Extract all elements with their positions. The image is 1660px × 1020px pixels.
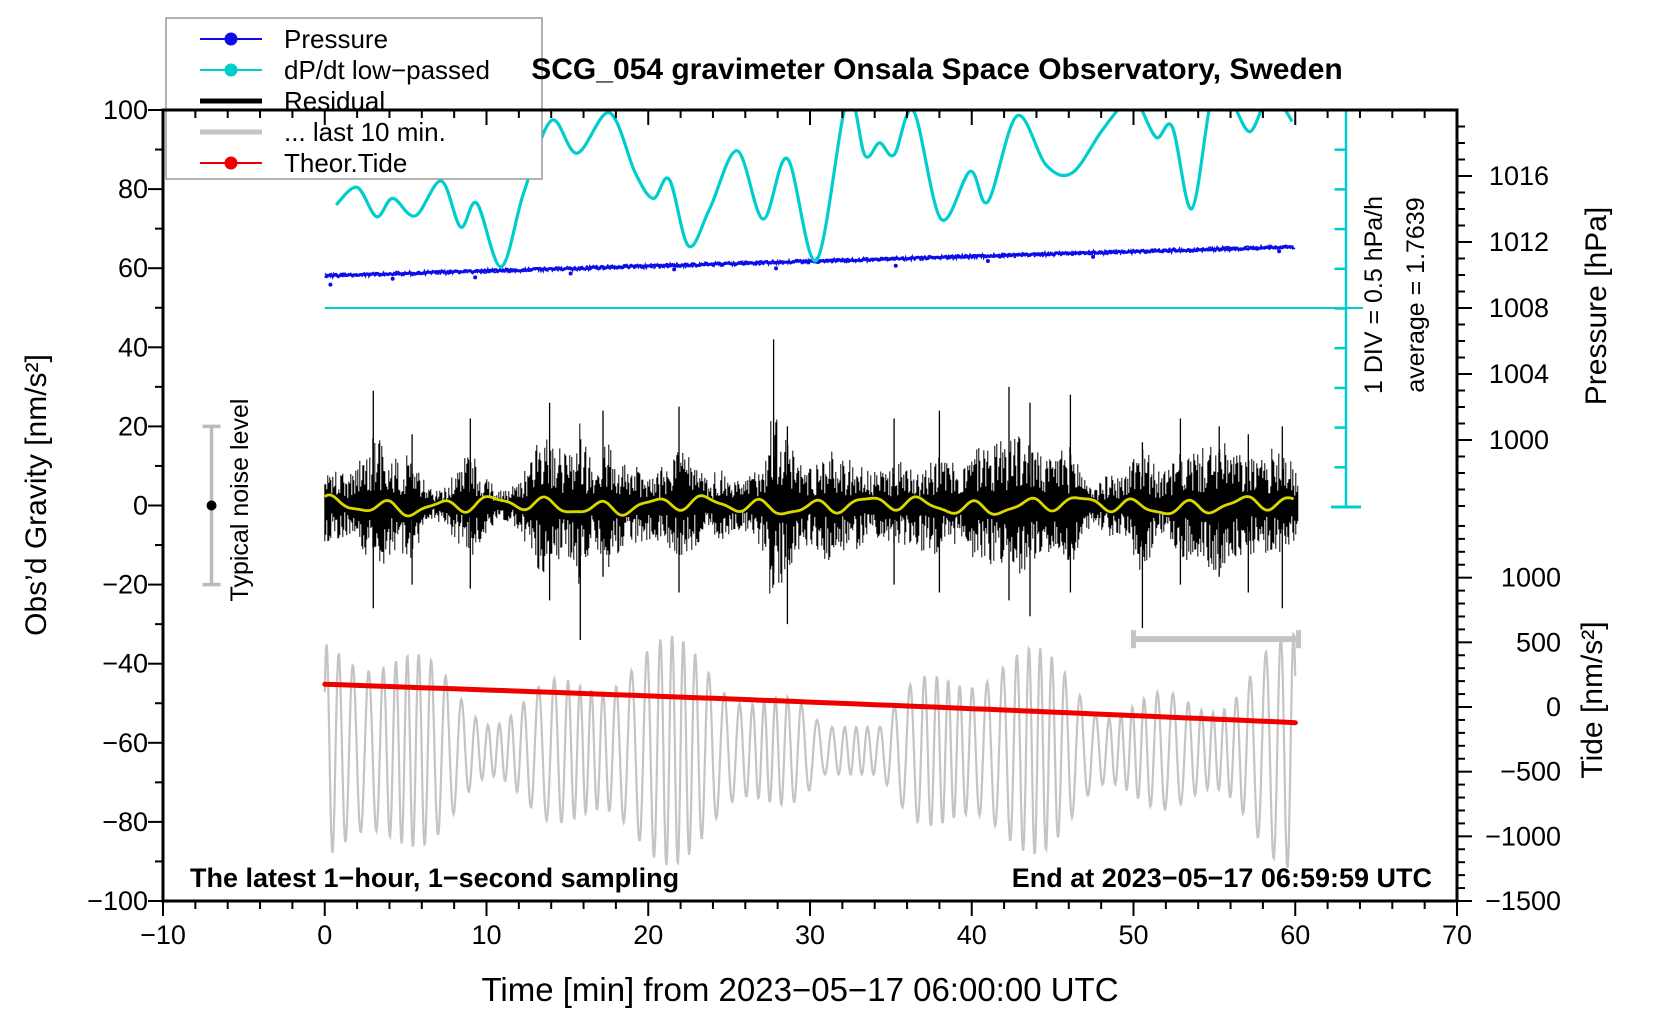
pressure-axis-title: Pressure [hPa] [1580,207,1613,405]
gravity-tick-label: 80 [118,174,148,204]
curves-layer [322,110,1299,869]
pressure-tick-label: 1000 [1489,425,1549,455]
plot-title: SCG_054 gravimeter Onsala Space Observat… [531,53,1343,86]
pressure-outlier-dot [568,271,573,276]
pressure-outlier-dot [774,266,779,271]
pressure-outlier-dot [1277,249,1282,254]
pressure-outlier-dot [672,267,677,272]
pressure-outlier-dot [390,276,395,281]
average-annotation: average = 1.7639 [1402,197,1430,392]
x-tick-label: 60 [1280,920,1310,950]
dpdt-curve [334,110,1294,269]
legend-label: ... last 10 min. [284,117,446,147]
gravity-tick-label: −100 [87,886,148,916]
tide-tick-label: 1000 [1501,563,1561,593]
pressure-outlier-dot [328,282,333,287]
tide-tick-label: −1000 [1485,821,1561,851]
gravity-axis-title: Obs’d Gravity [nm/s²] [20,354,53,636]
x-tick-label: 10 [471,920,501,950]
gravity-tick-label: −60 [102,728,148,758]
sampling-note: The latest 1−hour, 1−second sampling [190,863,679,893]
legend-dot-sample [224,156,238,170]
frame-and-ticks: −10 0 10 20 30 40 50 60 70−100−80−60−40−20020406… [87,95,1561,950]
pressure-tick-label: 1004 [1489,359,1549,389]
pressure-outlier-dot [473,275,478,280]
legend-label: dP/dt low−passed [284,55,490,85]
x-tick-label: −10 [140,920,186,950]
x-tick-label: 50 [1118,920,1148,950]
gravity-tick-label: 20 [118,411,148,441]
end-time-note: End at 2023−05−17 06:59:59 UTC [1012,863,1432,893]
typical-noise-label: Typical noise level [226,399,254,602]
legend-dot-sample [224,32,238,46]
pressure-curve [324,243,1296,281]
legend-dot-sample [224,63,238,77]
x-tick-label: 30 [795,920,825,950]
gravity-tick-label: 60 [118,253,148,283]
gravity-tick-label: −20 [102,570,148,600]
gravity-tick-label: 40 [118,332,148,362]
theor-tide-curve [322,681,1298,726]
x-tick-label: 40 [957,920,987,950]
tide-tick-label: 0 [1546,692,1561,722]
gravity-tick-label: 0 [133,491,148,521]
pressure-tick-label: 1016 [1489,161,1549,191]
gravity-tick-label: −80 [102,807,148,837]
x-axis-title: Time [min] from 2023−05−17 06:00:00 UTC [481,971,1118,1008]
x-tick-label: 20 [633,920,663,950]
residual-lowpass-curve [324,493,1295,518]
tide-tick-label: −500 [1500,757,1561,787]
pressure-outlier-dot [1091,254,1096,259]
pressure-tick-label: 1008 [1489,293,1549,323]
tide-tick-label: −1500 [1485,886,1561,916]
div-scale-annotation: 1 DIV = 0.5 hPa/h [1360,196,1388,394]
pressure-tick-label: 1012 [1489,227,1549,257]
pressure-outlier-dot [985,258,990,263]
x-tick-label: 70 [1442,920,1472,950]
gravity-tick-label: 100 [103,95,148,125]
markers-layer [202,110,1363,649]
legend-label: Pressure [284,24,388,54]
gravity-tick-label: −40 [102,649,148,679]
pressure-outlier-dot [893,263,898,268]
tide-axis-title: Tide [nm/s²] [1576,621,1609,778]
tide-tick-label: 500 [1516,627,1561,657]
legend-label: Theor.Tide [284,148,407,178]
x-tick-label: 0 [317,920,332,950]
noise-center-dot [206,500,217,511]
residual-spikes [372,339,1283,640]
